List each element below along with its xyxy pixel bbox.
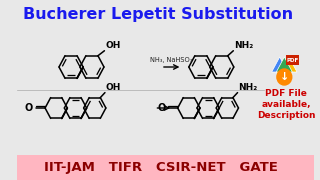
Polygon shape (276, 57, 292, 72)
Text: NH₂: NH₂ (234, 41, 253, 50)
Circle shape (277, 69, 292, 85)
Text: O: O (25, 103, 33, 113)
Text: NH₃, NaHSO₃: NH₃, NaHSO₃ (150, 57, 192, 63)
Text: OH: OH (105, 41, 121, 50)
Polygon shape (281, 57, 297, 72)
Text: NH₂: NH₂ (238, 83, 258, 92)
Text: PDF File
available,
Description: PDF File available, Description (257, 89, 316, 120)
Text: OH: OH (106, 83, 121, 92)
Polygon shape (272, 57, 288, 72)
Text: ↓: ↓ (280, 72, 289, 82)
Text: IIT-JAM   TIFR   CSIR-NET   GATE: IIT-JAM TIFR CSIR-NET GATE (44, 161, 278, 174)
Bar (286, 55, 299, 65)
Text: Bucherer Lepetit Substitution: Bucherer Lepetit Substitution (23, 7, 293, 22)
Bar (17, 155, 314, 180)
Text: O: O (157, 103, 166, 113)
Text: PDF: PDF (286, 57, 299, 62)
